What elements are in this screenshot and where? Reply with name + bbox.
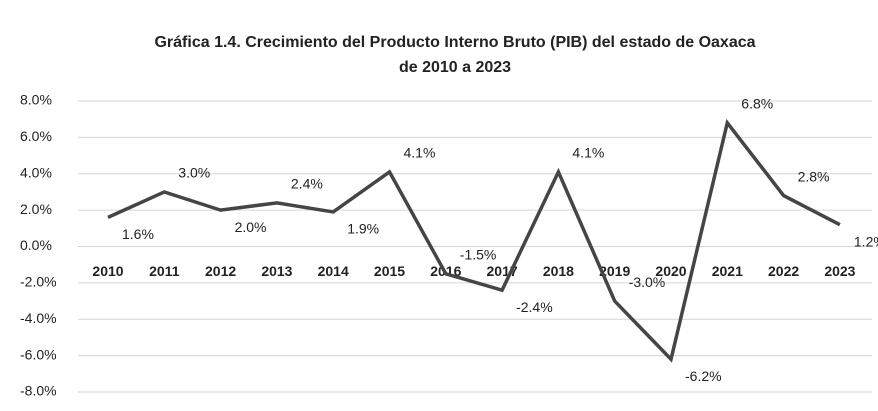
data-label: 4.1% <box>572 145 604 161</box>
y-tick-label: 6.0% <box>20 128 52 144</box>
x-tick-label: 2019 <box>599 263 630 279</box>
y-tick-label: -6.0% <box>20 346 57 362</box>
data-label: 1.2% <box>854 233 878 249</box>
x-tick-label: 2012 <box>205 263 236 279</box>
data-label: 1.9% <box>347 221 379 237</box>
data-label: -6.2% <box>685 368 722 384</box>
x-tick-label: 2013 <box>261 263 292 279</box>
y-tick-label: -4.0% <box>20 310 57 326</box>
x-tick-label: 2010 <box>92 263 123 279</box>
data-label: -2.4% <box>516 299 553 315</box>
x-tick-label: 2018 <box>543 263 574 279</box>
x-tick-label: 2011 <box>149 263 180 279</box>
data-label: 3.0% <box>178 165 210 181</box>
x-tick-label: 2014 <box>318 263 349 279</box>
x-tick-label: 2021 <box>712 263 743 279</box>
x-tick-label: 2020 <box>655 263 686 279</box>
x-tick-label: 2022 <box>768 263 799 279</box>
y-tick-label: 0.0% <box>20 237 52 253</box>
x-tick-label: 2015 <box>374 263 405 279</box>
y-tick-label: -8.0% <box>20 383 57 399</box>
line-series <box>107 118 841 363</box>
data-label: 4.1% <box>404 145 436 161</box>
chart-title: de 2010 a 2023 <box>399 59 511 76</box>
data-label: -1.5% <box>460 246 497 262</box>
y-tick-label: 8.0% <box>20 92 52 108</box>
x-tick-label: 2023 <box>824 263 855 279</box>
data-label: 2.8% <box>798 168 830 184</box>
y-tick-label: 2.0% <box>20 201 52 217</box>
y-tick-label: -2.0% <box>20 274 57 290</box>
data-label: 2.0% <box>235 219 267 235</box>
chart-title: Gráfica 1.4. Crecimiento del Producto In… <box>154 34 755 51</box>
data-label: 1.6% <box>122 226 154 242</box>
data-label: 2.4% <box>291 176 323 192</box>
data-label: -3.0% <box>629 274 666 290</box>
data-label: 6.8% <box>741 96 773 112</box>
y-tick-label: 4.0% <box>20 164 52 180</box>
